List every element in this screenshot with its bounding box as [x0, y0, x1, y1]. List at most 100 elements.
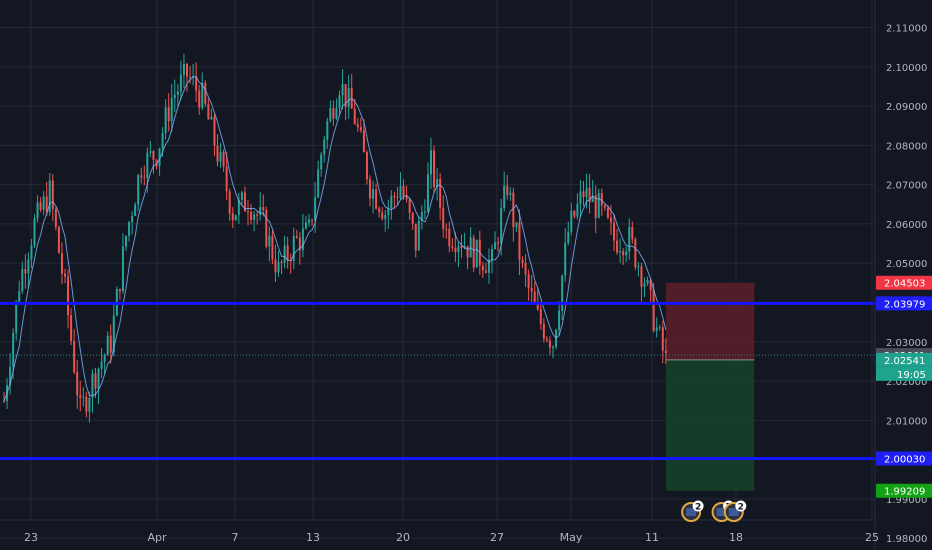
- candle-body: [524, 262, 527, 275]
- candle-body: [585, 187, 588, 198]
- candle-body: [652, 289, 655, 331]
- position-zones: [665, 282, 755, 491]
- candle-body: [323, 139, 326, 155]
- candle-body: [451, 246, 454, 248]
- candle-body: [436, 178, 439, 187]
- candle-body: [21, 269, 24, 292]
- price-tag-label: 2.03979: [884, 299, 925, 310]
- candle-body: [548, 340, 551, 348]
- candle-body: [82, 396, 85, 398]
- candle-body: [613, 222, 615, 241]
- event-count-label: 2: [738, 503, 744, 513]
- candle-body: [445, 228, 448, 230]
- candle-body: [503, 185, 506, 208]
- candle-body: [625, 251, 628, 256]
- candle-body: [167, 107, 170, 122]
- candle-body: [51, 180, 54, 209]
- candle-body: [484, 270, 487, 273]
- flag-icon: [728, 508, 739, 516]
- candle-body: [118, 288, 121, 292]
- candle-body: [448, 228, 451, 247]
- candle-body: [225, 166, 228, 192]
- time-axis: 23 Apr 7 13 20 27 May 11 18 25: [24, 531, 879, 544]
- candle-body: [18, 291, 21, 302]
- candle-body: [301, 228, 304, 251]
- candle-body: [247, 211, 249, 213]
- candle-body: [283, 245, 286, 263]
- candle-body: [103, 355, 106, 363]
- candle-body: [250, 212, 253, 220]
- candle-body: [158, 148, 161, 167]
- candle-body: [216, 145, 219, 162]
- candle-body: [228, 191, 231, 214]
- candle-body: [140, 175, 143, 178]
- price-tick-label: 2.07000: [886, 181, 927, 192]
- candle-body: [131, 215, 134, 222]
- candle-body: [76, 372, 79, 396]
- candle-body: [487, 259, 490, 273]
- candle-body: [304, 222, 307, 229]
- candle-body: [387, 207, 390, 215]
- candle-body: [375, 189, 378, 209]
- price-tick-label: 2.11000: [886, 24, 927, 35]
- candle-body: [405, 196, 408, 200]
- candle-body: [353, 108, 356, 124]
- candle-body: [57, 226, 60, 253]
- candle-body: [582, 191, 585, 198]
- candle-body: [356, 123, 359, 128]
- candle-body: [521, 259, 524, 263]
- price-tick-label: 2.03000: [886, 338, 927, 349]
- price-tag-label: 1.99209: [884, 487, 925, 498]
- stop-loss-zone: [665, 282, 755, 360]
- candle-body: [332, 108, 335, 119]
- event-badges[interactable]: 272: [681, 500, 747, 522]
- candle-body: [179, 75, 182, 92]
- candle-body: [341, 84, 344, 96]
- candle-body: [234, 215, 237, 220]
- candle-body: [603, 205, 606, 208]
- candle-body: [509, 192, 512, 195]
- price-tag-box: [876, 275, 932, 290]
- price-tick-label: 2.10000: [886, 63, 927, 74]
- candle-body: [408, 199, 411, 213]
- candle-body: [155, 159, 158, 167]
- price-tick-label: 2.06000: [886, 220, 927, 231]
- candle-body: [390, 195, 393, 208]
- candle-body: [152, 151, 155, 160]
- candle-body: [567, 231, 570, 244]
- candle-body: [564, 243, 567, 276]
- candle-body: [39, 202, 42, 210]
- candle-body: [344, 84, 347, 108]
- candle-body: [558, 310, 561, 330]
- price-tag-box: [876, 451, 932, 466]
- time-tick-label: May: [560, 531, 583, 544]
- candle-body: [619, 251, 622, 253]
- candle-body: [472, 237, 475, 268]
- candle-body: [466, 246, 469, 258]
- candle-body: [9, 366, 12, 386]
- candle-body: [634, 239, 637, 268]
- candle-body: [97, 368, 100, 389]
- candle-body: [439, 178, 442, 208]
- candle-body: [536, 302, 539, 310]
- price-tick-label: 2.09000: [886, 102, 927, 113]
- price-tag-label: 2.02541: [884, 356, 925, 367]
- candle-body: [237, 199, 240, 216]
- candle-body: [292, 235, 295, 261]
- candle-body: [530, 287, 533, 292]
- candle-body: [3, 400, 5, 402]
- candle-body: [36, 202, 39, 219]
- moving-average-line: [3, 76, 667, 402]
- candle-body: [640, 266, 643, 287]
- candle-body: [338, 95, 341, 109]
- candle-body: [369, 179, 371, 199]
- candle-body: [664, 350, 667, 354]
- horizontal-levels[interactable]: [0, 301, 875, 460]
- candle-body: [219, 152, 222, 162]
- time-tick-label: 7: [232, 531, 239, 544]
- candle-body: [518, 222, 521, 260]
- candle-body: [201, 82, 204, 108]
- candle-body: [600, 193, 603, 206]
